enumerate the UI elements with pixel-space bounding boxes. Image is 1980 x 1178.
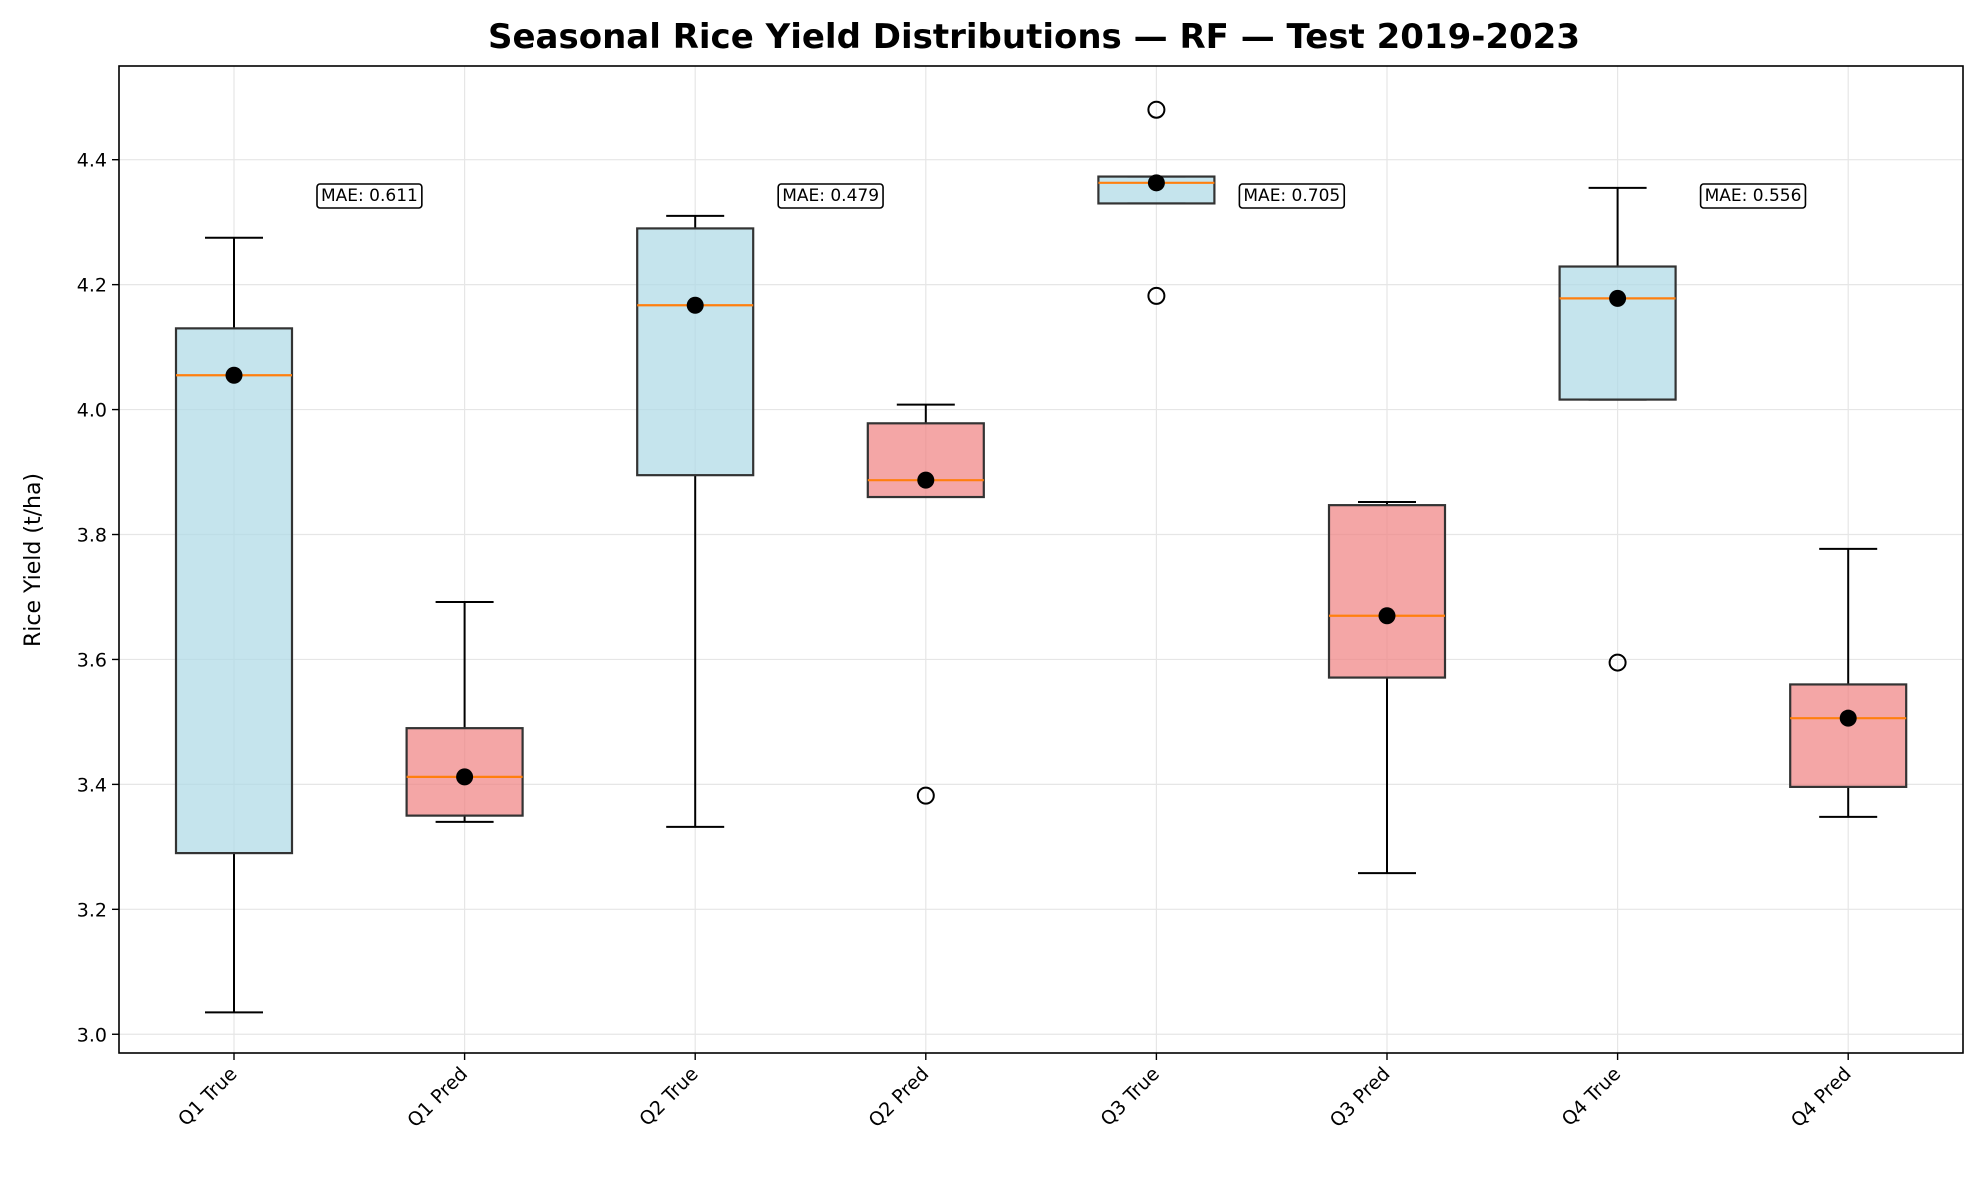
y-tick-label: 4.4 xyxy=(77,150,107,172)
mae-annotation: MAE: 0.556 xyxy=(1699,183,1807,209)
box-q4-pred xyxy=(1789,547,1908,818)
y-tick-label: 4.2 xyxy=(77,275,107,297)
outlier-point xyxy=(916,786,935,805)
x-tick-label: Q1 Pred xyxy=(403,1063,472,1132)
y-tick-label: 3.2 xyxy=(77,899,107,921)
y-tick-label: 3.6 xyxy=(77,649,107,671)
y-tick-label: 3.0 xyxy=(77,1024,107,1046)
box-q1-pred xyxy=(405,600,524,823)
mean-point xyxy=(1378,607,1396,625)
plot-frame xyxy=(118,65,1964,1054)
plot-layer: MAE: 0.611 MAE: 0.479 MAE: 0.705 MAE: 0.556 xyxy=(174,100,1908,1014)
mae-annotation-box xyxy=(1699,183,1807,209)
mean-point xyxy=(917,471,935,489)
mean-point xyxy=(1609,289,1627,307)
y-tick-label: 4.0 xyxy=(77,400,107,422)
x-tick-label: Q4 Pred xyxy=(1787,1063,1856,1132)
x-tick-label: Q2 Pred xyxy=(864,1063,933,1132)
mae-annotation-box xyxy=(777,183,884,209)
box-body xyxy=(636,227,755,477)
outlier-point xyxy=(1608,653,1627,672)
box-body xyxy=(174,327,294,855)
mean-point xyxy=(225,366,243,384)
box-q4-true xyxy=(1558,186,1677,672)
box-q3-pred xyxy=(1327,501,1447,875)
mae-annotation-text: MAE: 0.479 xyxy=(782,186,879,206)
mean-point xyxy=(686,296,704,314)
y-axis-label: Rice Yield (t/ha) xyxy=(21,473,46,647)
x-tick-label: Q2 True xyxy=(635,1063,702,1130)
mae-annotation-text: MAE: 0.556 xyxy=(1705,186,1802,206)
box-q1-true xyxy=(174,236,294,1014)
mean-point xyxy=(456,768,474,786)
grid-layer xyxy=(119,66,1963,1053)
box-q2-pred xyxy=(866,403,985,805)
box-body xyxy=(1558,265,1677,401)
outlier-point xyxy=(1147,100,1166,119)
x-tick-label: Q1 True xyxy=(174,1063,241,1130)
x-tick-label: Q3 Pred xyxy=(1326,1063,1395,1132)
mae-annotation-text: MAE: 0.611 xyxy=(321,186,418,206)
x-tick-label: Q4 True xyxy=(1558,1063,1625,1130)
outlier-point xyxy=(1147,286,1166,305)
mae-annotation: MAE: 0.479 xyxy=(777,183,884,209)
box-q3-true xyxy=(1097,100,1216,305)
y-tick-label: 3.4 xyxy=(77,774,107,796)
chart-title: Seasonal Rice Yield Distributions — RF —… xyxy=(488,17,1580,57)
mean-point xyxy=(1839,709,1857,727)
y-tick-label: 3.8 xyxy=(77,525,107,547)
box-body xyxy=(1327,504,1447,679)
mae-annotation-box xyxy=(1238,183,1346,209)
box-body xyxy=(1789,683,1908,788)
mean-point xyxy=(1147,174,1165,192)
box-q2-true xyxy=(636,214,755,828)
mae-annotation: MAE: 0.705 xyxy=(1238,183,1346,209)
mae-annotation-box xyxy=(316,183,423,209)
x-tick-label: Q3 True xyxy=(1096,1063,1163,1130)
mae-annotation-text: MAE: 0.705 xyxy=(1243,186,1340,206)
mae-annotation: MAE: 0.611 xyxy=(316,183,423,209)
